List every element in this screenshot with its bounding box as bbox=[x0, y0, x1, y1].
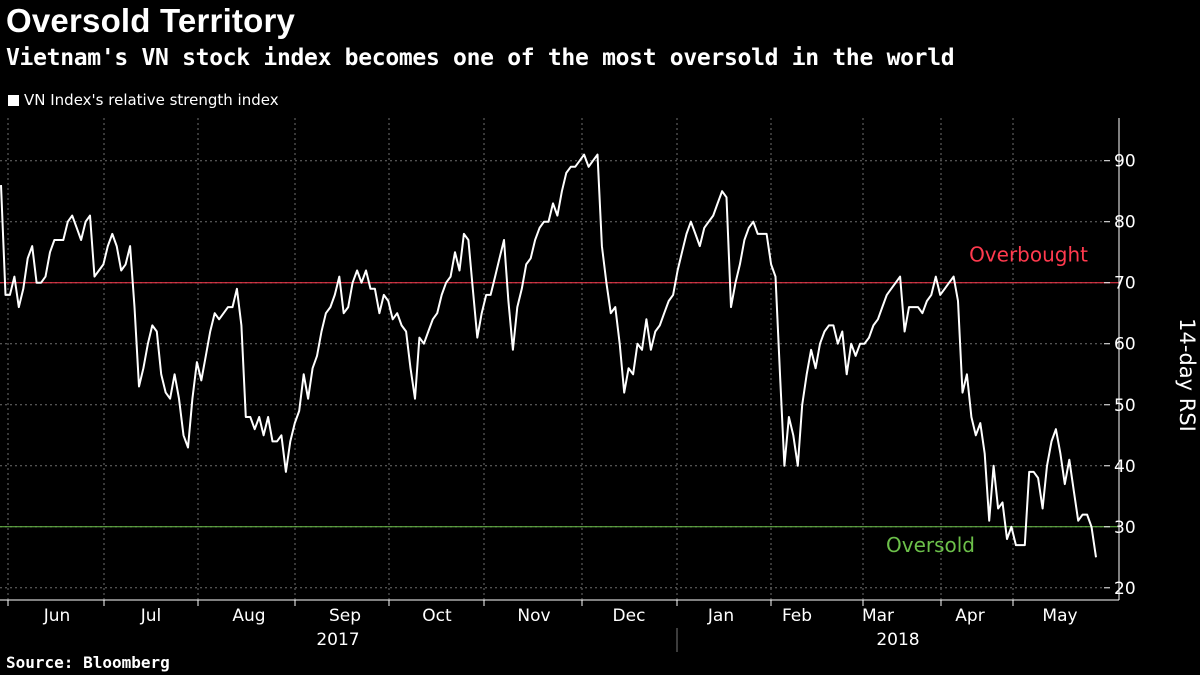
grid bbox=[0, 118, 1104, 600]
labels: 20 30 40 50 60 70 80 90 Jun Jul Aug Sep Oct Nov Dec Jan… bbox=[43, 152, 1199, 650]
year-label-2018: 2018 bbox=[876, 630, 919, 650]
oversold-label: Oversold bbox=[886, 533, 975, 557]
x-tick-label-mar: Mar bbox=[862, 606, 894, 626]
x-tick-label-jul: Jul bbox=[140, 606, 162, 626]
reference-lines bbox=[0, 282, 1119, 528]
x-tick-label-jan: Jan bbox=[707, 606, 734, 626]
chart-title: Oversold Territory bbox=[6, 2, 296, 39]
rsi-series-line bbox=[0, 153, 1097, 558]
x-tick-label-dec: Dec bbox=[613, 606, 646, 626]
y-tick-label-60: 60 bbox=[1114, 335, 1136, 355]
y-axis-label: 14-day RSI bbox=[1175, 318, 1199, 432]
y-tick-label-20: 20 bbox=[1114, 579, 1136, 599]
y-tick-label-90: 90 bbox=[1114, 152, 1136, 172]
y-tick-label-70: 70 bbox=[1114, 274, 1136, 294]
axes bbox=[0, 118, 1120, 652]
legend-swatch bbox=[8, 94, 19, 106]
y-tick-label-40: 40 bbox=[1114, 457, 1136, 477]
x-tick-label-may: May bbox=[1042, 606, 1077, 626]
chart-subtitle: Vietnam's VN stock index becomes one of … bbox=[6, 45, 955, 71]
year-label-2017: 2017 bbox=[316, 630, 359, 650]
x-tick-label-nov: Nov bbox=[517, 606, 550, 626]
x-tick-label-sep: Sep bbox=[329, 606, 361, 626]
y-tick-label-30: 30 bbox=[1114, 518, 1136, 538]
x-tick-label-aug: Aug bbox=[232, 606, 265, 626]
x-tick-label-feb: Feb bbox=[782, 606, 812, 626]
legend-label: VN Index's relative strength index bbox=[24, 91, 279, 109]
series-group bbox=[0, 153, 1097, 558]
x-tick-label-jun: Jun bbox=[43, 606, 71, 626]
y-tick-label-50: 50 bbox=[1114, 396, 1136, 416]
x-tick-label-oct: Oct bbox=[422, 606, 452, 626]
legend: VN Index's relative strength index bbox=[8, 91, 279, 109]
x-tick-label-apr: Apr bbox=[955, 606, 984, 626]
y-tick-label-80: 80 bbox=[1114, 213, 1136, 233]
overbought-label: Overbought bbox=[969, 243, 1088, 267]
source-note: Source: Bloomberg bbox=[6, 653, 170, 672]
